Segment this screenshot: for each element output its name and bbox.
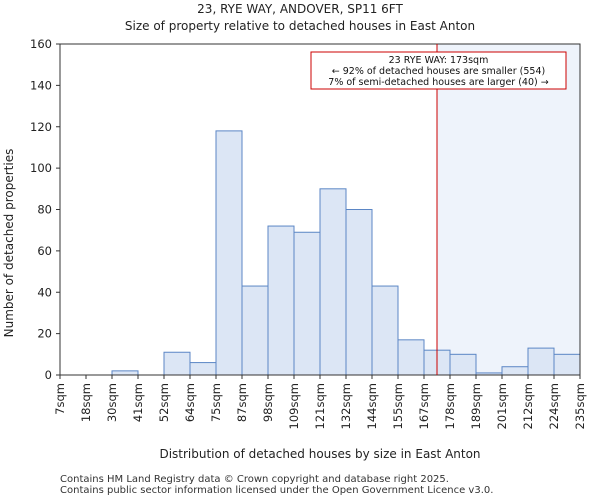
x-tick-label: 75sqm <box>209 383 223 422</box>
histogram-bar <box>241 285 269 376</box>
footer-copyright: Contains HM Land Registry data © Crown c… <box>60 474 449 485</box>
histogram-bar <box>163 351 191 376</box>
histogram-bar <box>501 366 529 376</box>
chart-title-address: 23, RYE WAY, ANDOVER, SP11 6FT <box>197 2 403 16</box>
annotation-line: 23 RYE WAY: 173sqm <box>389 55 489 66</box>
y-tick-label: 80 <box>37 203 52 217</box>
x-tick-label: 178sqm <box>443 383 457 429</box>
histogram-bar <box>345 209 373 376</box>
footer-licence: Contains public sector information licen… <box>60 485 494 496</box>
annotation-line: ← 92% of detached houses are smaller (55… <box>332 66 545 77</box>
y-tick-label: 40 <box>37 285 52 299</box>
histogram-bar <box>527 347 555 376</box>
x-tick-label: 98sqm <box>261 383 275 422</box>
histogram-bar <box>553 353 581 376</box>
y-tick-label: 60 <box>37 244 52 258</box>
x-tick-label: 132sqm <box>339 383 353 429</box>
x-tick-label: 121sqm <box>313 383 327 429</box>
x-axis-label: Distribution of detached houses by size … <box>159 447 480 461</box>
y-tick-label: 160 <box>30 37 52 51</box>
y-tick-label: 100 <box>30 161 52 175</box>
y-tick-label: 120 <box>30 120 52 134</box>
y-tick-label: 20 <box>37 327 52 341</box>
x-tick-label: 167sqm <box>417 383 431 429</box>
histogram-bar <box>189 362 217 376</box>
chart-subtitle: Size of property relative to detached ho… <box>124 19 476 33</box>
x-tick-label: 224sqm <box>547 383 561 429</box>
x-tick-label: 235sqm <box>573 383 587 429</box>
histogram-bar <box>267 225 295 376</box>
x-tick-label: 41sqm <box>131 383 145 422</box>
histogram-bar <box>293 231 321 376</box>
annotation-box <box>310 51 567 90</box>
larger-properties-region <box>437 44 580 375</box>
y-tick-label: 140 <box>30 78 52 92</box>
x-tick-label: 212sqm <box>521 383 535 429</box>
x-tick-label: 189sqm <box>469 383 483 429</box>
y-axis-label: Number of detached properties <box>2 149 16 338</box>
x-tick-label: 201sqm <box>495 383 509 429</box>
x-tick-label: 64sqm <box>183 383 197 422</box>
histogram-bar <box>449 353 477 376</box>
histogram-bar <box>371 285 399 376</box>
x-tick-label: 87sqm <box>235 383 249 422</box>
annotation-line: 7% of semi-detached houses are larger (4… <box>328 77 548 88</box>
histogram-bar <box>111 370 139 376</box>
x-tick-label: 30sqm <box>105 383 119 422</box>
x-tick-label: 144sqm <box>365 383 379 429</box>
x-tick-label: 7sqm <box>53 383 67 415</box>
histogram-bar <box>397 339 425 376</box>
x-tick-label: 155sqm <box>391 383 405 429</box>
y-tick-label: 0 <box>45 368 52 382</box>
histogram-bar <box>319 188 347 376</box>
histogram-bar <box>215 130 243 376</box>
x-tick-label: 52sqm <box>157 383 171 422</box>
x-tick-label: 109sqm <box>287 383 301 429</box>
x-tick-label: 18sqm <box>79 383 93 422</box>
